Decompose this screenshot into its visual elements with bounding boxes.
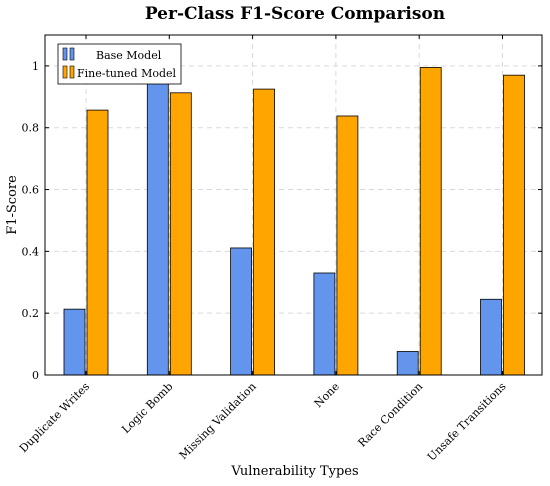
bar-base-model <box>396 351 419 376</box>
chart-title: Per-Class F1-Score Comparison <box>145 4 445 24</box>
bar-finetuned-model <box>336 115 359 376</box>
bar-base-model <box>480 298 502 376</box>
y-tick-label: 0.6 <box>22 184 40 197</box>
x-tick-label: Race Condition <box>356 380 426 450</box>
bar-base-model <box>146 77 169 376</box>
x-tick-label: None <box>312 380 342 410</box>
legend-swatch-base-1 <box>62 47 68 61</box>
x-axis-label: Vulnerability Types <box>230 464 358 479</box>
bar-finetuned-model <box>253 88 276 376</box>
plot-frame <box>44 34 543 376</box>
x-tick-label: Duplicate Writes <box>17 380 92 455</box>
y-tick-layer: 0 0.2 0.4 0.6 0.8 1 <box>22 60 542 382</box>
y-tick-label: 0 <box>32 369 39 382</box>
legend-swatch-base-2 <box>69 47 75 61</box>
bar-base-model <box>63 308 86 376</box>
legend-label-finetuned-model: Fine-tuned Model <box>77 67 177 80</box>
x-tick-label: Unsafe Transitions <box>425 380 509 464</box>
y-tick-label: 0.8 <box>22 122 40 135</box>
y-tick-label: 0.4 <box>22 245 40 258</box>
y-tick-label: 0.2 <box>22 307 40 320</box>
x-tick-label: Missing Validation <box>177 380 259 462</box>
legend-box <box>57 43 182 85</box>
bar-finetuned-model <box>419 67 442 376</box>
legend-label-base-model: Base Model <box>96 49 162 62</box>
bar-layer <box>63 67 525 376</box>
grid-layer <box>45 35 542 375</box>
y-tick-label: 1 <box>32 60 39 73</box>
y-axis-label: F1-Score <box>5 175 20 235</box>
legend-swatch-finetuned-2 <box>69 65 75 79</box>
bar-base-model <box>313 272 336 376</box>
bar-finetuned-model <box>86 109 109 376</box>
bar-finetuned-model <box>169 92 192 376</box>
bar-finetuned-model <box>503 74 525 376</box>
x-tick-label: Logic Bomb <box>119 380 175 436</box>
legend: Base Model Fine-tuned Model <box>57 43 182 85</box>
bar-base-model <box>230 247 253 376</box>
legend-swatch-finetuned-1 <box>62 65 68 79</box>
